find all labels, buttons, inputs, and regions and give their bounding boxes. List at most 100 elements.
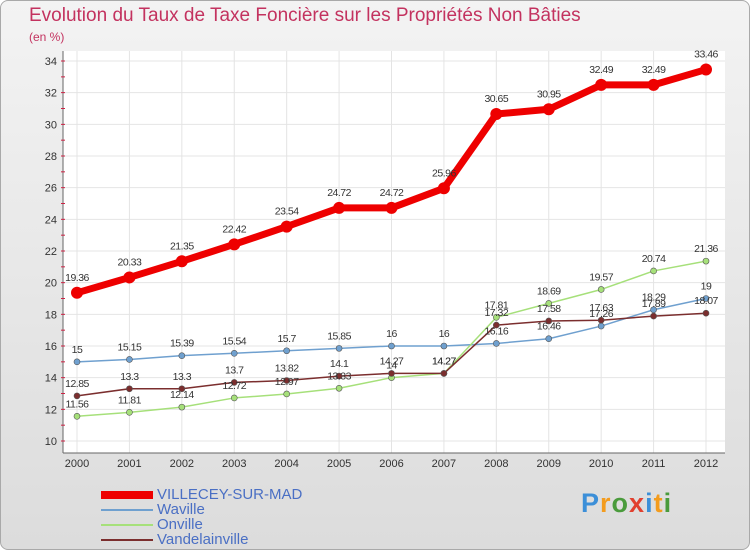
x-tick-label: 2012 [694, 458, 718, 470]
x-tick-label: 2007 [432, 458, 456, 470]
logo-letter: i [645, 488, 654, 518]
data-label: 32.49 [589, 64, 613, 76]
data-label: 14.27 [432, 355, 456, 367]
data-point [283, 390, 290, 398]
data-label: 33.46 [694, 49, 718, 61]
data-point [178, 403, 186, 411]
data-label: 17.58 [537, 303, 561, 315]
data-point [178, 352, 186, 359]
data-label: 15 [72, 344, 83, 356]
data-point [700, 63, 712, 76]
data-label: 13.3 [173, 371, 192, 383]
y-tick-label: 24 [45, 214, 57, 226]
logo-letter: P [581, 488, 601, 518]
data-point [597, 316, 605, 324]
data-point [73, 358, 81, 366]
data-label: 23.54 [275, 206, 299, 218]
y-tick-label: 10 [45, 436, 57, 448]
data-point [73, 392, 81, 400]
data-label: 16 [386, 328, 397, 340]
y-tick-label: 32 [45, 88, 57, 100]
data-point [595, 78, 608, 91]
data-label: 15.54 [222, 335, 246, 347]
data-point [542, 103, 555, 116]
data-point [126, 385, 133, 393]
data-label: 21.36 [694, 243, 718, 255]
data-point [440, 342, 448, 350]
data-label: 18.69 [537, 285, 561, 297]
data-point [123, 271, 136, 284]
data-point [178, 385, 186, 393]
legend-swatch [101, 538, 153, 541]
y-tick-label: 14 [45, 373, 57, 385]
x-tick-label: 2010 [589, 458, 613, 470]
data-point [545, 300, 553, 307]
data-label: 14.27 [380, 355, 404, 367]
legend-label: VILLECEY-SUR-MAD [157, 486, 303, 503]
x-tick-label: 2003 [222, 458, 246, 470]
data-label: 14.1 [330, 358, 349, 370]
data-label: 17.26 [589, 308, 613, 320]
data-point [597, 322, 605, 330]
data-point [490, 108, 503, 121]
data-point [545, 335, 553, 343]
data-label: 16.46 [537, 321, 561, 333]
legend-item: Waville [101, 501, 302, 518]
data-point [388, 370, 395, 377]
data-label: 32.49 [642, 64, 666, 76]
data-point [73, 412, 81, 420]
data-point [175, 255, 188, 268]
data-point [283, 347, 290, 355]
y-tick-label: 30 [45, 119, 57, 131]
logo-letter: o [611, 488, 630, 518]
data-label: 13.82 [275, 363, 299, 375]
data-label: 19 [701, 281, 712, 293]
y-tick-label: 28 [45, 151, 57, 163]
data-label: 11.81 [118, 394, 142, 406]
x-tick-label: 2000 [65, 458, 89, 470]
data-point [493, 314, 500, 321]
data-label: 16 [439, 328, 450, 340]
plot-area [63, 51, 725, 453]
data-label: 16.16 [484, 325, 508, 337]
data-point [126, 409, 133, 416]
data-point [230, 394, 238, 402]
y-tick-label: 12 [45, 404, 57, 416]
logo-letter: r [600, 488, 612, 518]
logo-letter: t [653, 488, 664, 518]
data-label: 13.33 [327, 370, 351, 382]
data-label: 30.65 [484, 93, 508, 105]
data-label: 19.57 [589, 271, 613, 283]
data-point [437, 182, 450, 195]
legend-swatch [101, 490, 153, 499]
x-tick-label: 2001 [117, 458, 141, 470]
y-tick-label: 20 [45, 278, 57, 290]
data-label: 25.96 [432, 167, 456, 179]
data-point [228, 238, 241, 251]
proxiti-logo: Proxiti [581, 488, 672, 519]
data-label: 12.14 [170, 389, 194, 401]
data-point [335, 384, 343, 392]
x-tick-label: 2009 [537, 458, 561, 470]
data-label: 22.42 [222, 223, 246, 235]
data-label: 30.95 [537, 88, 561, 100]
y-tick-label: 22 [45, 246, 57, 258]
x-tick-label: 2002 [170, 458, 194, 470]
logo-letter: x [629, 488, 646, 518]
data-label: 11.56 [66, 398, 90, 410]
data-point [385, 201, 398, 214]
data-label: 12.72 [222, 380, 246, 392]
data-point [71, 286, 83, 299]
y-tick-label: 16 [45, 341, 57, 353]
data-label: 20.74 [642, 253, 666, 265]
data-point [280, 220, 293, 233]
y-tick-label: 34 [45, 56, 57, 68]
data-point [650, 312, 657, 320]
data-point [440, 370, 448, 377]
y-tick-label: 18 [45, 309, 57, 321]
legend: VILLECEY-SUR-MAD Waville Onville Vandelainv… [101, 486, 303, 548]
data-label: 17.89 [642, 298, 666, 310]
legend-item: Onville [101, 516, 302, 533]
data-point [283, 377, 290, 384]
